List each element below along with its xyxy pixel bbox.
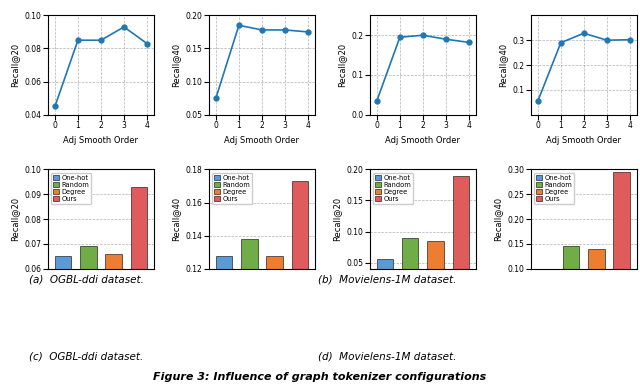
Bar <box>452 175 469 294</box>
Bar <box>216 255 232 384</box>
Text: (d)  Movielens-1M dataset.: (d) Movielens-1M dataset. <box>318 351 456 361</box>
X-axis label: Adj Smooth Order: Adj Smooth Order <box>385 136 460 144</box>
X-axis label: Adj Smooth Order: Adj Smooth Order <box>225 136 300 144</box>
Bar <box>588 249 605 318</box>
Y-axis label: Recall@20: Recall@20 <box>10 43 19 87</box>
Text: Figure 3: Influence of graph tokenizer configurations: Figure 3: Influence of graph tokenizer c… <box>154 372 486 382</box>
Bar <box>55 257 71 384</box>
Bar <box>402 238 419 294</box>
Y-axis label: Recall@20: Recall@20 <box>10 197 19 241</box>
Bar <box>241 239 257 384</box>
Bar <box>428 241 444 294</box>
Bar <box>538 271 554 318</box>
Bar <box>266 255 283 384</box>
Bar <box>106 254 122 384</box>
Y-axis label: Recall@40: Recall@40 <box>171 43 180 87</box>
Text: (b)  Movielens-1M dataset.: (b) Movielens-1M dataset. <box>318 274 456 284</box>
Y-axis label: Recall@20: Recall@20 <box>332 197 341 241</box>
Text: (a)  OGBL-ddi dataset.: (a) OGBL-ddi dataset. <box>29 274 144 284</box>
Legend: One-hot, Random, Degree, Ours: One-hot, Random, Degree, Ours <box>534 173 574 204</box>
X-axis label: Adj Smooth Order: Adj Smooth Order <box>547 136 621 144</box>
Y-axis label: Recall@40: Recall@40 <box>498 43 507 87</box>
Legend: One-hot, Random, Degree, Ours: One-hot, Random, Degree, Ours <box>212 173 252 204</box>
Y-axis label: Recall@20: Recall@20 <box>337 43 346 87</box>
Legend: One-hot, Random, Degree, Ours: One-hot, Random, Degree, Ours <box>51 173 91 204</box>
X-axis label: Adj Smooth Order: Adj Smooth Order <box>63 136 138 144</box>
Y-axis label: Recall@40: Recall@40 <box>172 197 180 241</box>
Bar <box>80 247 97 384</box>
Bar <box>563 247 579 318</box>
Y-axis label: Recall@40: Recall@40 <box>493 197 502 241</box>
Bar <box>131 187 147 384</box>
Text: (c)  OGBL-ddi dataset.: (c) OGBL-ddi dataset. <box>29 351 143 361</box>
Bar <box>292 181 308 384</box>
Bar <box>614 172 630 318</box>
Legend: One-hot, Random, Degree, Ours: One-hot, Random, Degree, Ours <box>373 173 413 204</box>
Bar <box>377 260 393 294</box>
